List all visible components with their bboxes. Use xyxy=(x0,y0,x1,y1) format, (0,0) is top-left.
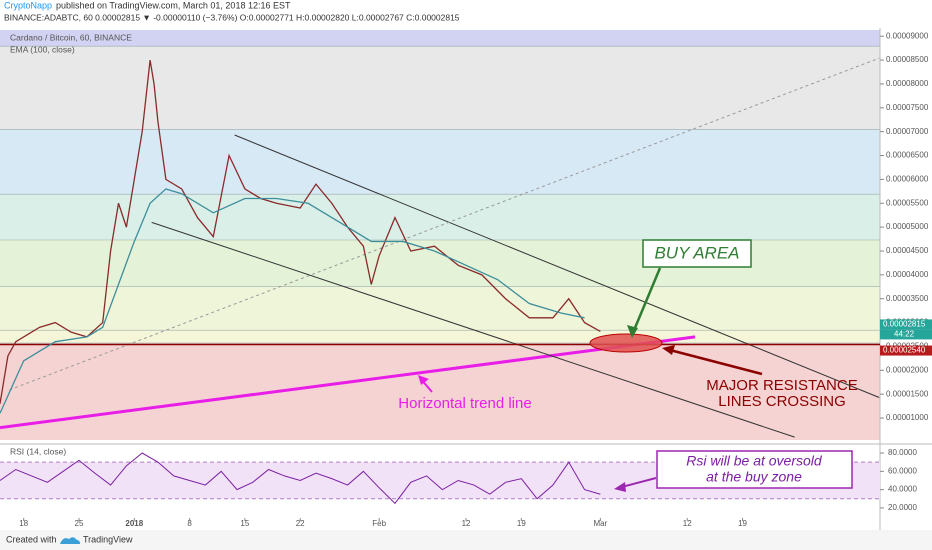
countdown-badge xyxy=(880,329,932,340)
y-tick-label: 0.00003500 xyxy=(886,294,929,303)
buy-arrow xyxy=(630,267,662,336)
fib-band xyxy=(0,286,880,331)
x-tick-label: 15 xyxy=(240,519,249,528)
x-tick-label: 25 xyxy=(75,519,84,528)
rsi-line xyxy=(0,452,601,505)
y-tick-label: 0.00006000 xyxy=(886,175,929,184)
rsi-note-box xyxy=(656,450,853,489)
y-tick-label: 0.00006500 xyxy=(886,151,929,160)
y-tick-label: 0.00009000 xyxy=(886,31,929,40)
horizontal-trend xyxy=(0,335,696,430)
y-tick-label: 0.00007000 xyxy=(886,127,929,136)
footer-created: Created with xyxy=(6,534,57,544)
rsi-note-1: Rsi will be at oversold xyxy=(686,453,823,469)
x-tick-label: Feb xyxy=(372,519,386,528)
y-tick-label: 0.00008500 xyxy=(886,55,929,64)
trend-text: Horizontal trend line xyxy=(398,395,531,412)
x-tick-label: 19 xyxy=(517,519,526,528)
rsi-note-2: at the buy zone xyxy=(706,469,802,485)
footer-bg xyxy=(0,530,932,550)
fib-band xyxy=(0,330,880,344)
footer-brand: TradingView xyxy=(83,534,133,544)
price-line xyxy=(0,188,585,414)
fib-band xyxy=(0,46,880,130)
rsi-tick-label: 60.0000 xyxy=(888,466,917,475)
y-tick-label: 0.00007500 xyxy=(886,103,929,112)
resistance-badge xyxy=(880,345,932,356)
x-tick-label: Mar xyxy=(593,519,607,528)
fib-band xyxy=(0,129,880,195)
x-tick-label: 18 xyxy=(19,519,28,528)
resistance-price-label: 0.00002540 xyxy=(883,346,926,355)
rsi-tick-label: 40.0000 xyxy=(888,485,917,494)
trend-arrow-head xyxy=(418,375,429,385)
ema-legend: EMA (100, close) xyxy=(10,44,75,54)
resistance-arrow-head xyxy=(662,345,675,355)
y-tick-label: 0.00008000 xyxy=(886,79,929,88)
x-tick-label: 22 xyxy=(296,519,305,528)
resistance-text-1: MAJOR RESISTANCE xyxy=(706,377,857,394)
x-tick-label: 12 xyxy=(683,519,692,528)
x-tick-label: 19 xyxy=(738,519,747,528)
buy-arrow-head xyxy=(627,325,638,338)
quote: BINANCE:ADABTC, 60 0.00002815 ▼ -0.00000… xyxy=(4,12,460,22)
fib-band xyxy=(0,30,880,47)
channel-upper xyxy=(234,134,880,398)
fib-band xyxy=(0,343,880,440)
buy-zone xyxy=(589,333,663,353)
dotted-trend xyxy=(9,57,880,391)
buy-area-text: BUY AREA xyxy=(654,243,739,262)
buy-area-box xyxy=(642,239,752,268)
y-tick-label: 0.00004500 xyxy=(886,246,929,255)
rsi-title: RSI (14, close) xyxy=(10,446,66,456)
last-price-badge xyxy=(880,319,932,330)
author[interactable]: CryptoNapp xyxy=(4,0,52,10)
resistance-text-2: LINES CROSSING xyxy=(718,393,846,410)
y-tick-label: 0.00005500 xyxy=(886,198,929,207)
y-tick-label: 0.00001000 xyxy=(886,413,929,422)
fib-band xyxy=(0,194,880,241)
channel-lower xyxy=(151,221,795,438)
rsi-arrow-head xyxy=(614,482,626,492)
rsi-tick-label: 80.0000 xyxy=(888,448,917,457)
rsi-tick-label: 20.0000 xyxy=(888,503,917,512)
resistance-arrow xyxy=(665,347,763,376)
countdown-label: 44:22 xyxy=(894,330,915,339)
x-tick-label: 2018 xyxy=(125,519,143,528)
x-tick-label: 8 xyxy=(187,519,192,528)
published: published on TradingView.com, March 01, … xyxy=(56,0,291,10)
y-tick-label: 0.00002000 xyxy=(886,365,929,374)
footer-logo xyxy=(60,537,80,544)
y-tick-label: 0.00001500 xyxy=(886,389,929,398)
chart-title: Cardano / Bitcoin, 60, BINANCE xyxy=(10,32,132,42)
y-tick-label: 0.00004000 xyxy=(886,270,929,279)
y-tick-label: 0.00005000 xyxy=(886,222,929,231)
x-tick-label: 12 xyxy=(462,519,471,528)
last-price-label: 0.00002815 xyxy=(883,320,926,329)
